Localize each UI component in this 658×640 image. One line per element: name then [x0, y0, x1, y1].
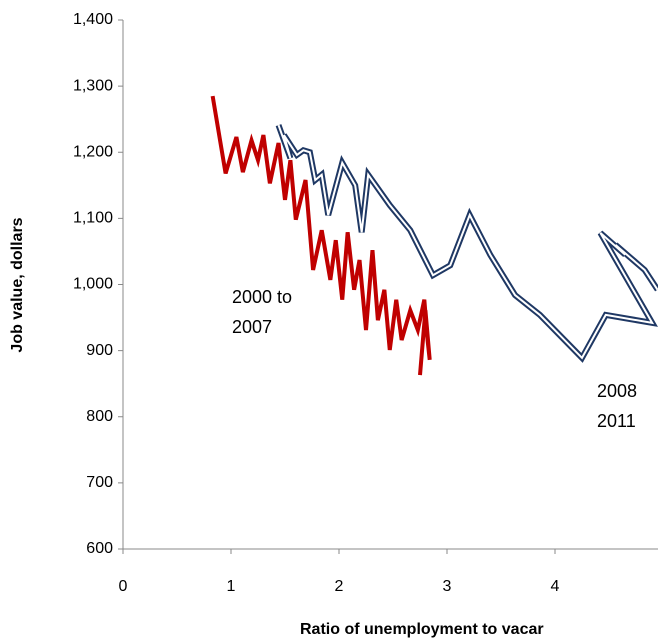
y-axis-title: Job value, dollars [9, 217, 26, 352]
x-axis-title: Ratio of unemployment to vacar [300, 621, 544, 638]
x-tick-label: 0 [119, 578, 128, 595]
y-tick-label: 800 [86, 408, 113, 425]
y-tick-label: 1,100 [73, 210, 113, 227]
y-tick-label: 700 [86, 474, 113, 491]
x-tick-label: 1 [227, 578, 236, 595]
annotation: 2008 [597, 381, 637, 401]
y-tick-label: 1,000 [73, 276, 113, 293]
y-tick-label: 900 [86, 342, 113, 359]
x-tick-label: 3 [443, 578, 452, 595]
y-tick-label: 600 [86, 540, 113, 557]
series-line-inner [277, 124, 658, 360]
x-tick-label: 4 [551, 578, 560, 595]
y-tick-label: 1,200 [73, 143, 113, 160]
y-tick-label: 1,400 [73, 11, 113, 28]
y-tick-label: 1,300 [73, 77, 113, 94]
annotation: 2007 [232, 317, 272, 337]
series-line [210, 95, 432, 376]
annotation: 2011 [597, 411, 636, 431]
annotation: 2000 to [232, 287, 292, 307]
x-tick-label: 2 [335, 578, 344, 595]
